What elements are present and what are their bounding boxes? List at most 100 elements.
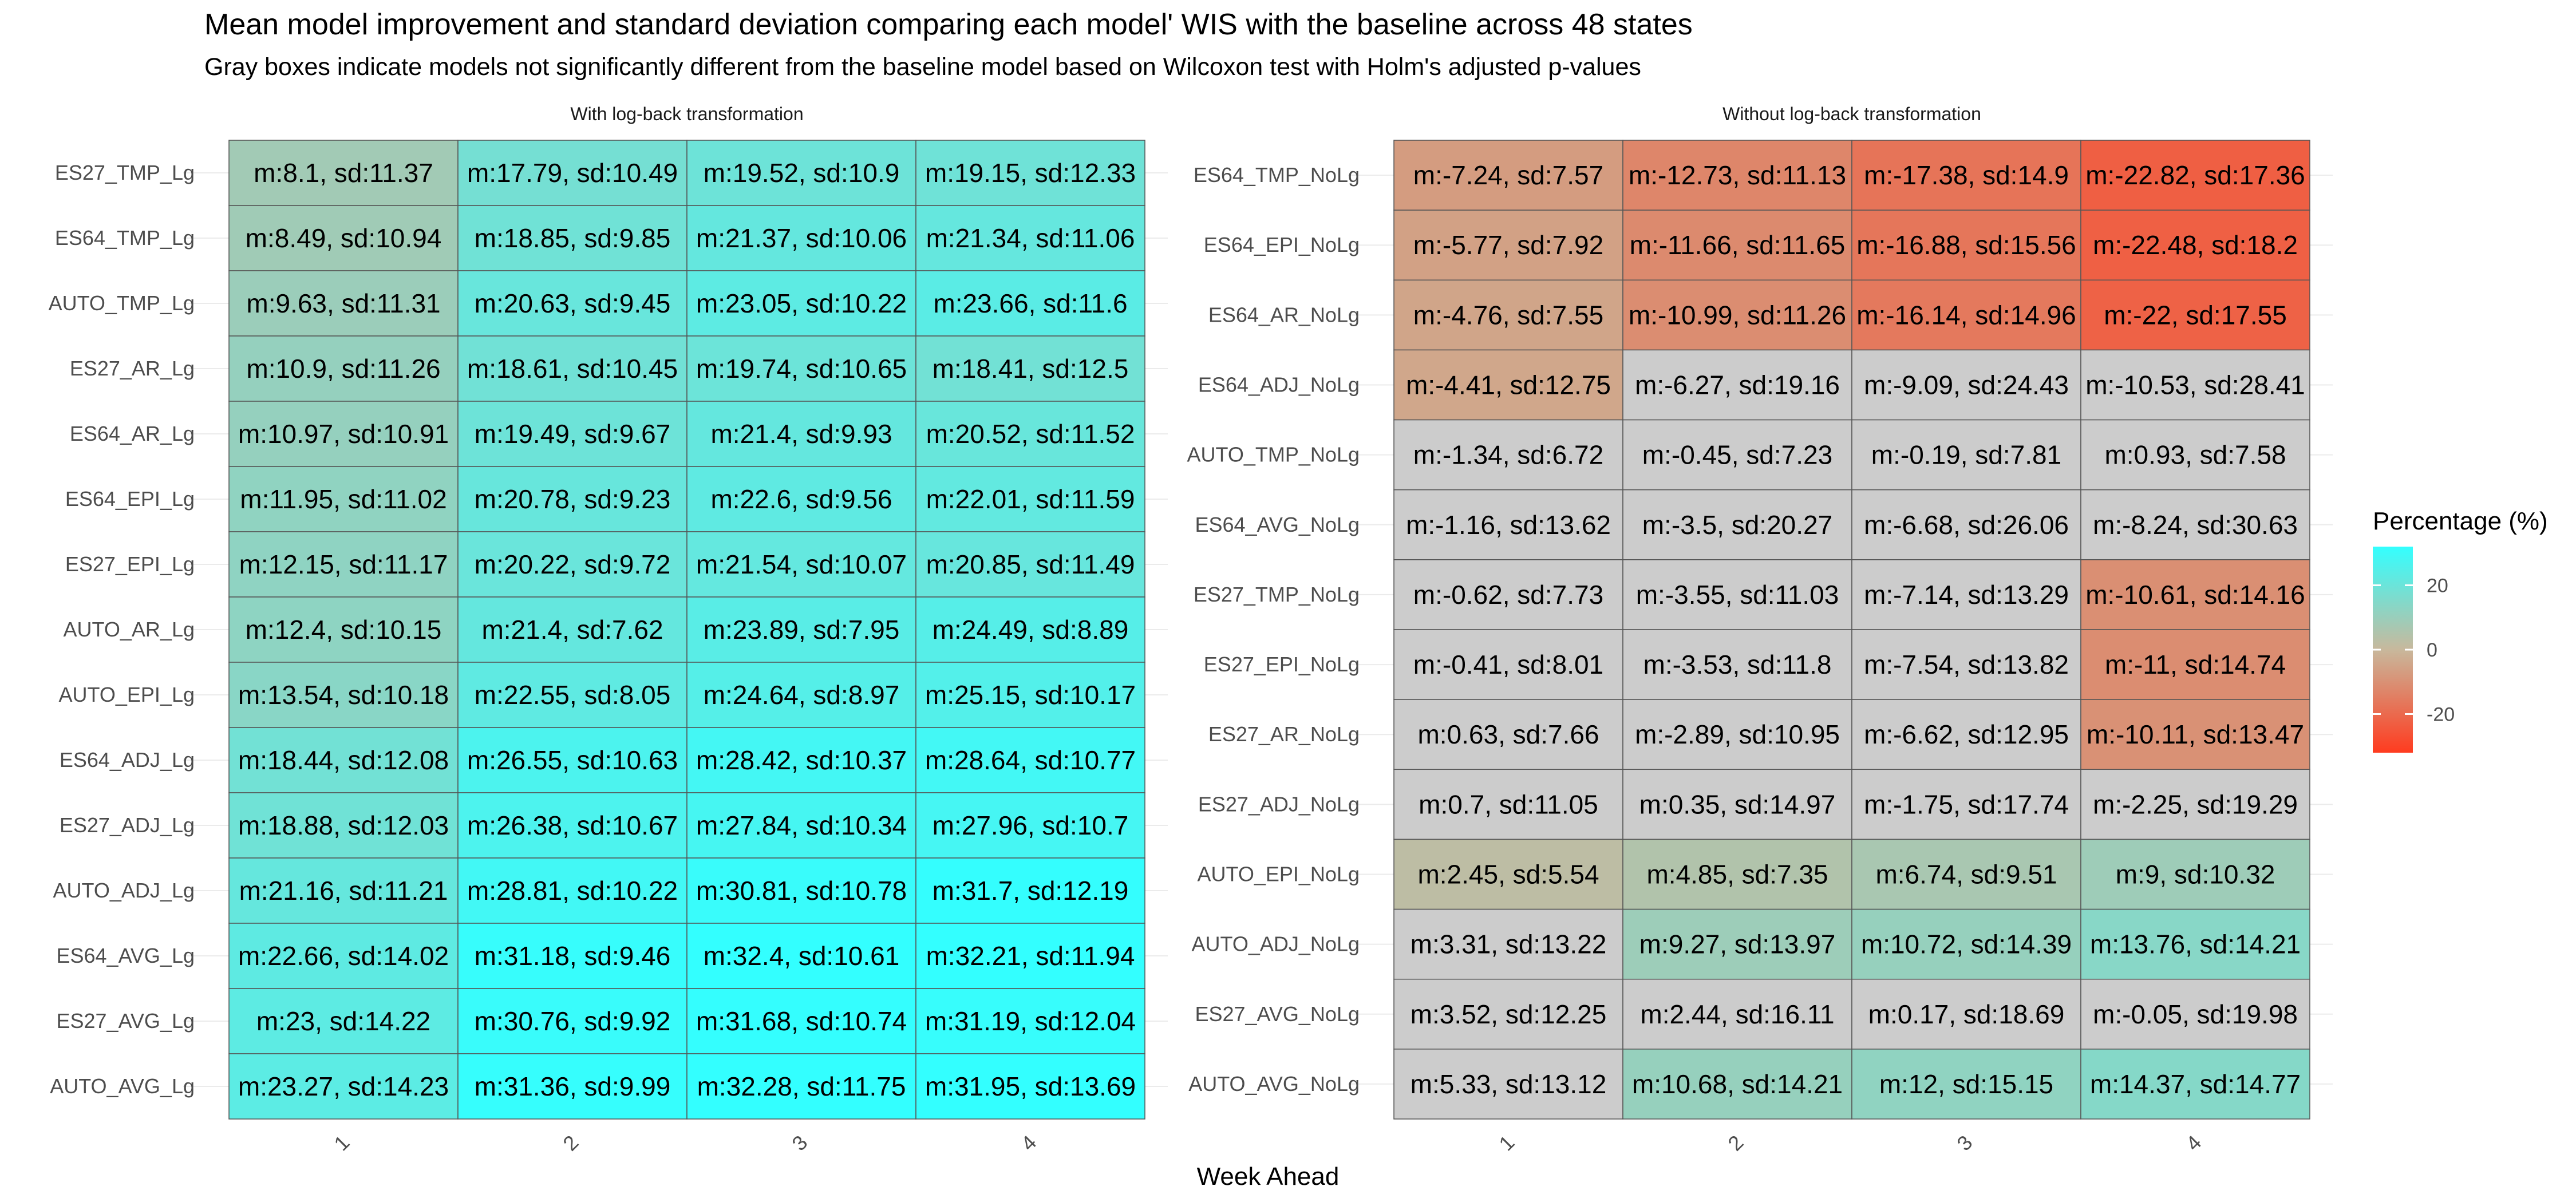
y-tick-label: ES64_EPI_NoLg: [1204, 233, 1360, 256]
cell-label: m:24.49, sd:8.89: [933, 615, 1129, 645]
cell-label: m:-10.53, sd:28.41: [2085, 370, 2305, 400]
y-tick-label: ES27_AVG_Lg: [56, 1009, 195, 1033]
heatmap-cell: [2080, 349, 2310, 421]
heatmap-cell: [228, 792, 459, 859]
heatmap-cell: [228, 531, 459, 598]
heatmap-cell: [228, 857, 459, 924]
cell-label: m:-0.19, sd:7.81: [1871, 440, 2061, 470]
heatmap-cell: [1393, 629, 1623, 700]
heatmap-cell: [457, 531, 688, 598]
cell-label: m:22.01, sd:11.59: [926, 484, 1135, 514]
cell-label: m:-6.27, sd:19.16: [1635, 370, 1840, 400]
y-tick-label: ES64_AR_NoLg: [1208, 303, 1360, 326]
heatmap-cell: [686, 1053, 916, 1120]
cell-label: m:-0.05, sd:19.98: [2093, 999, 2298, 1029]
heatmap-cell: [686, 596, 916, 663]
heatmap-cell: [1851, 629, 2081, 700]
cell-label: m:-16.88, sd:15.56: [1856, 230, 2076, 260]
cell-label: m:-17.38, sd:14.9: [1864, 160, 2069, 190]
heatmap-cell: [228, 466, 459, 532]
heatmap-cell: [915, 596, 1145, 663]
cell-label: m:21.54, sd:10.07: [696, 549, 907, 579]
cell-label: m:19.49, sd:9.67: [475, 419, 671, 449]
cell-label: m:31.18, sd:9.46: [475, 941, 671, 971]
cell-label: m:21.37, sd:10.06: [696, 223, 907, 253]
cell-label: m:2.45, sd:5.54: [1417, 860, 1599, 889]
heatmap-cell: [915, 792, 1145, 859]
heatmap-cell: [1393, 279, 1623, 351]
heatmap-cell: [1851, 839, 2081, 910]
cell-label: m:-3.55, sd:11.03: [1636, 580, 1839, 610]
cell-label: m:-10.61, sd:14.16: [2085, 580, 2305, 610]
cell-label: m:28.42, sd:10.37: [696, 745, 907, 775]
cell-label: m:-6.68, sd:26.06: [1864, 510, 2069, 540]
heatmap-panel-with-logback: m:8.1, sd:11.37 m:17.79, sd:10.49 m:19.52,…: [49, 140, 1168, 1155]
chart-title: Mean model improvement and standard devi…: [204, 8, 1693, 41]
cell-label: m:-22.48, sd:18.2: [2093, 230, 2298, 260]
y-tick-label: ES27_ADJ_Lg: [60, 813, 195, 837]
cell-label: m:12.4, sd:10.15: [246, 615, 442, 645]
cell-label: m:21.34, sd:11.06: [926, 223, 1135, 253]
cell-label: m:10.68, sd:14.21: [1632, 1069, 1843, 1099]
heatmap-cell: [228, 988, 459, 1054]
cell-label: m:11.95, sd:11.02: [240, 484, 447, 514]
legend: Percentage (%) 20 0 -20: [2373, 507, 2548, 753]
heatmap-cell: [2080, 559, 2310, 630]
heatmap-cell: [457, 727, 688, 793]
cell-label: m:31.68, sd:10.74: [696, 1006, 907, 1036]
cell-label: m:23, sd:14.22: [256, 1006, 430, 1036]
cell-label: m:32.4, sd:10.61: [704, 941, 900, 971]
cell-label: m:-1.34, sd:6.72: [1413, 440, 1603, 470]
cell-label: m:-2.25, sd:19.29: [2093, 789, 2298, 819]
y-tick-label: ES64_ADJ_Lg: [60, 748, 195, 772]
y-tick-label: ES27_AVG_NoLg: [1195, 1002, 1360, 1026]
y-tick-label: ES64_AR_Lg: [70, 422, 195, 445]
cell-label: m:31.19, sd:12.04: [925, 1006, 1136, 1036]
cell-label: m:10.97, sd:10.91: [238, 419, 449, 449]
cell-label: m:-5.77, sd:7.92: [1413, 230, 1603, 260]
heatmap-cell: [915, 401, 1145, 467]
heatmap-cell: [686, 662, 916, 728]
cell-label: m:-4.76, sd:7.55: [1413, 300, 1603, 330]
cell-label: m:9.63, sd:11.31: [246, 288, 440, 318]
cell-label: m:-6.62, sd:12.95: [1864, 719, 2069, 749]
cell-label: m:-8.24, sd:30.63: [2093, 510, 2298, 540]
heatmap-cell: [686, 270, 916, 337]
cell-label: m:-9.09, sd:24.43: [1864, 370, 2069, 400]
heatmap-cell: [1622, 419, 1852, 491]
cell-label: m:18.44, sd:12.08: [238, 745, 449, 775]
heatmap-cell: [1393, 559, 1623, 630]
cell-label: m:31.7, sd:12.19: [933, 876, 1129, 906]
y-tick-label: ES64_EPI_Lg: [65, 487, 195, 511]
heatmap-cell: [1851, 978, 2081, 1050]
heatmap-cell: [686, 792, 916, 859]
cell-label: m:0.63, sd:7.66: [1417, 719, 1599, 749]
cell-label: m:28.64, sd:10.77: [925, 745, 1136, 775]
heatmap-cell: [457, 857, 688, 924]
cell-label: m:12, sd:15.15: [1879, 1069, 2053, 1099]
heatmap-cell: [228, 401, 459, 467]
cell-label: m:18.85, sd:9.85: [475, 223, 671, 253]
cell-label: m:-11, sd:14.74: [2105, 650, 2286, 679]
cell-label: m:-4.41, sd:12.75: [1406, 370, 1611, 400]
cell-label: m:10.9, sd:11.26: [246, 354, 440, 383]
cell-label: m:24.64, sd:8.97: [704, 680, 900, 710]
cell-label: m:31.95, sd:13.69: [925, 1071, 1136, 1101]
cell-label: m:9.27, sd:13.97: [1639, 930, 1836, 959]
panel-strip-right: Without log-back transformation: [1722, 104, 1981, 124]
heatmap-cell: [1393, 419, 1623, 491]
cell-label: m:17.79, sd:10.49: [467, 158, 678, 188]
legend-tick-label: -20: [2427, 704, 2455, 726]
heatmap-cell: [1851, 349, 2081, 421]
heatmap-cell: [228, 140, 459, 206]
cell-label: m:20.78, sd:9.23: [475, 484, 671, 514]
heatmap-cell: [1393, 699, 1623, 770]
heatmap-cell: [915, 988, 1145, 1054]
cell-label: m:23.89, sd:7.95: [704, 615, 900, 645]
cell-label: m:13.54, sd:10.18: [238, 680, 449, 710]
cell-label: m:31.36, sd:9.99: [475, 1071, 671, 1101]
legend-title: Percentage (%): [2373, 507, 2548, 535]
y-tick-label: ES27_EPI_Lg: [65, 552, 195, 576]
cell-label: m:20.85, sd:11.49: [926, 549, 1135, 579]
